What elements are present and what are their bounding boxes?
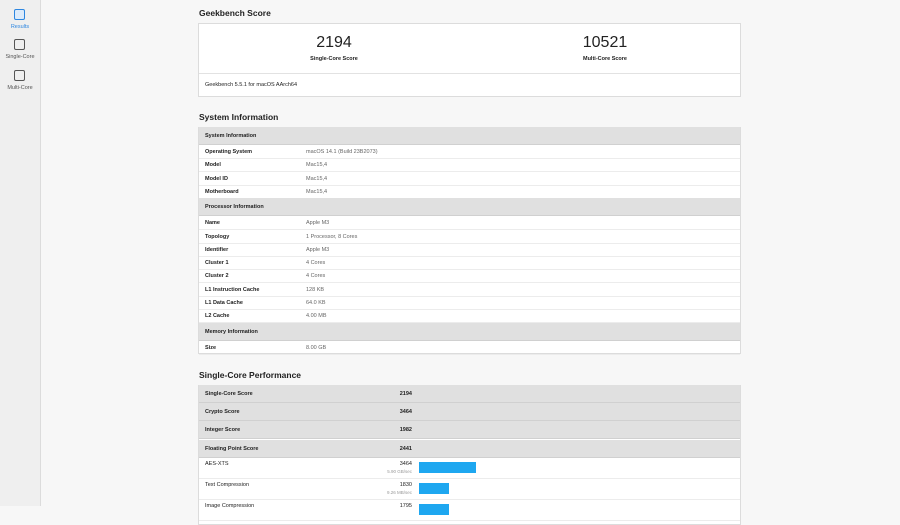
score-value: 10521 [582, 34, 628, 51]
row-divider [199, 478, 740, 479]
info-key: Topology [205, 233, 230, 240]
workload-rate: 9.26 MB/sec [386, 490, 412, 495]
section-heading: Single-Core Performance [199, 370, 302, 380]
summary-key: Single-Core Score [205, 391, 253, 397]
info-value: macOS 14.1 (Build 23B2073) [306, 149, 378, 155]
section-heading: System Information [199, 112, 279, 122]
info-value: 8.00 GB [306, 344, 327, 351]
summary-row [199, 385, 740, 403]
row-divider [199, 184, 740, 186]
score-box [198, 23, 741, 97]
score-value: 2194 [316, 34, 352, 51]
info-value: Mac15,4 [306, 162, 328, 169]
workload-score: 1795 [399, 503, 412, 509]
workload-name: AES-XTS [205, 461, 229, 467]
workload-bar [419, 483, 450, 494]
info-table [198, 127, 741, 354]
score-label: Single-Core Score [310, 56, 358, 62]
single-core-icon[interactable] [14, 39, 25, 50]
summary-value: 2441 [399, 445, 412, 452]
row-divider [199, 520, 740, 521]
row-divider [199, 255, 740, 257]
info-value: 1 Processor, 8 Cores [306, 233, 358, 240]
summary-key: Floating Point Score [205, 445, 259, 452]
sidebar-item[interactable]: Results [10, 24, 30, 30]
divider [199, 73, 740, 74]
sidebar: Results Single-Core Multi-Core [0, 0, 41, 506]
info-value: 64.0 KB [306, 300, 326, 306]
sidebar-item[interactable]: Single-Core [5, 54, 35, 60]
info-key: Model ID [205, 175, 228, 182]
summary-row [199, 403, 740, 422]
row-divider [199, 353, 740, 355]
info-key: Motherboard [205, 188, 239, 195]
row-divider [199, 269, 740, 271]
section-header-row [199, 198, 740, 217]
section-header: Processor Information [205, 204, 264, 211]
workload-name: Text Compression [205, 482, 250, 488]
info-key: Size [205, 344, 217, 351]
info-key: Identifier [205, 246, 229, 253]
section-header-row [199, 127, 740, 145]
summary-value: 2194 [399, 391, 412, 397]
summary-value: 1982 [399, 427, 412, 434]
workload-rate: 5.90 GB/sec [387, 469, 412, 474]
info-key: Cluster 2 [205, 273, 229, 280]
page: {"sidebar": {"items": ["Results", "Singl… [0, 0, 741, 525]
workload-name: Image Compression [205, 503, 255, 509]
sidebar-item[interactable]: Multi-Core [7, 85, 33, 91]
row-divider [199, 158, 740, 159]
section-header: Memory Information [205, 328, 258, 335]
summary-key: Crypto Score [205, 409, 240, 416]
info-value: Mac15,4 [306, 175, 328, 182]
info-value: 128 KB [306, 286, 325, 293]
info-key: Model [205, 162, 221, 169]
section-heading: Geekbench Score [199, 8, 271, 18]
summary-row [199, 439, 740, 458]
row-divider [199, 229, 740, 231]
row-divider [199, 499, 740, 500]
version-text: Geekbench 5.5.1 for macOS AArch64 [205, 82, 298, 88]
info-key: L1 Instruction Cache [205, 286, 260, 293]
section-header-row [199, 322, 740, 341]
info-value: Apple M3 [306, 220, 330, 227]
results-icon[interactable] [14, 9, 25, 20]
row-divider [199, 282, 740, 284]
row-divider [199, 309, 740, 310]
score-label: Multi-Core Score [582, 56, 627, 62]
section-header: System Information [205, 133, 257, 139]
workload-score: 3464 [399, 461, 412, 467]
summary-key: Integer Score [205, 427, 241, 434]
info-key: Name [205, 220, 220, 227]
info-value: Mac15,4 [306, 188, 328, 195]
info-key: L1 Data Cache [205, 300, 243, 306]
info-key: Cluster 1 [205, 260, 229, 267]
info-value: Apple M3 [306, 246, 330, 253]
multi-core-icon[interactable] [14, 70, 25, 81]
row-divider [199, 295, 740, 297]
info-key: Operating System [205, 149, 253, 155]
workload-bar [419, 462, 476, 473]
info-key: L2 Cache [205, 313, 230, 320]
info-value: 4 Cores [306, 273, 326, 280]
row-divider [199, 242, 740, 244]
summary-row [199, 421, 740, 440]
info-value: 4.00 MB [306, 313, 327, 320]
workload-score: 1830 [399, 482, 412, 488]
info-value: 4 Cores [306, 260, 326, 267]
row-divider [199, 171, 740, 173]
summary-value: 3464 [399, 409, 412, 416]
